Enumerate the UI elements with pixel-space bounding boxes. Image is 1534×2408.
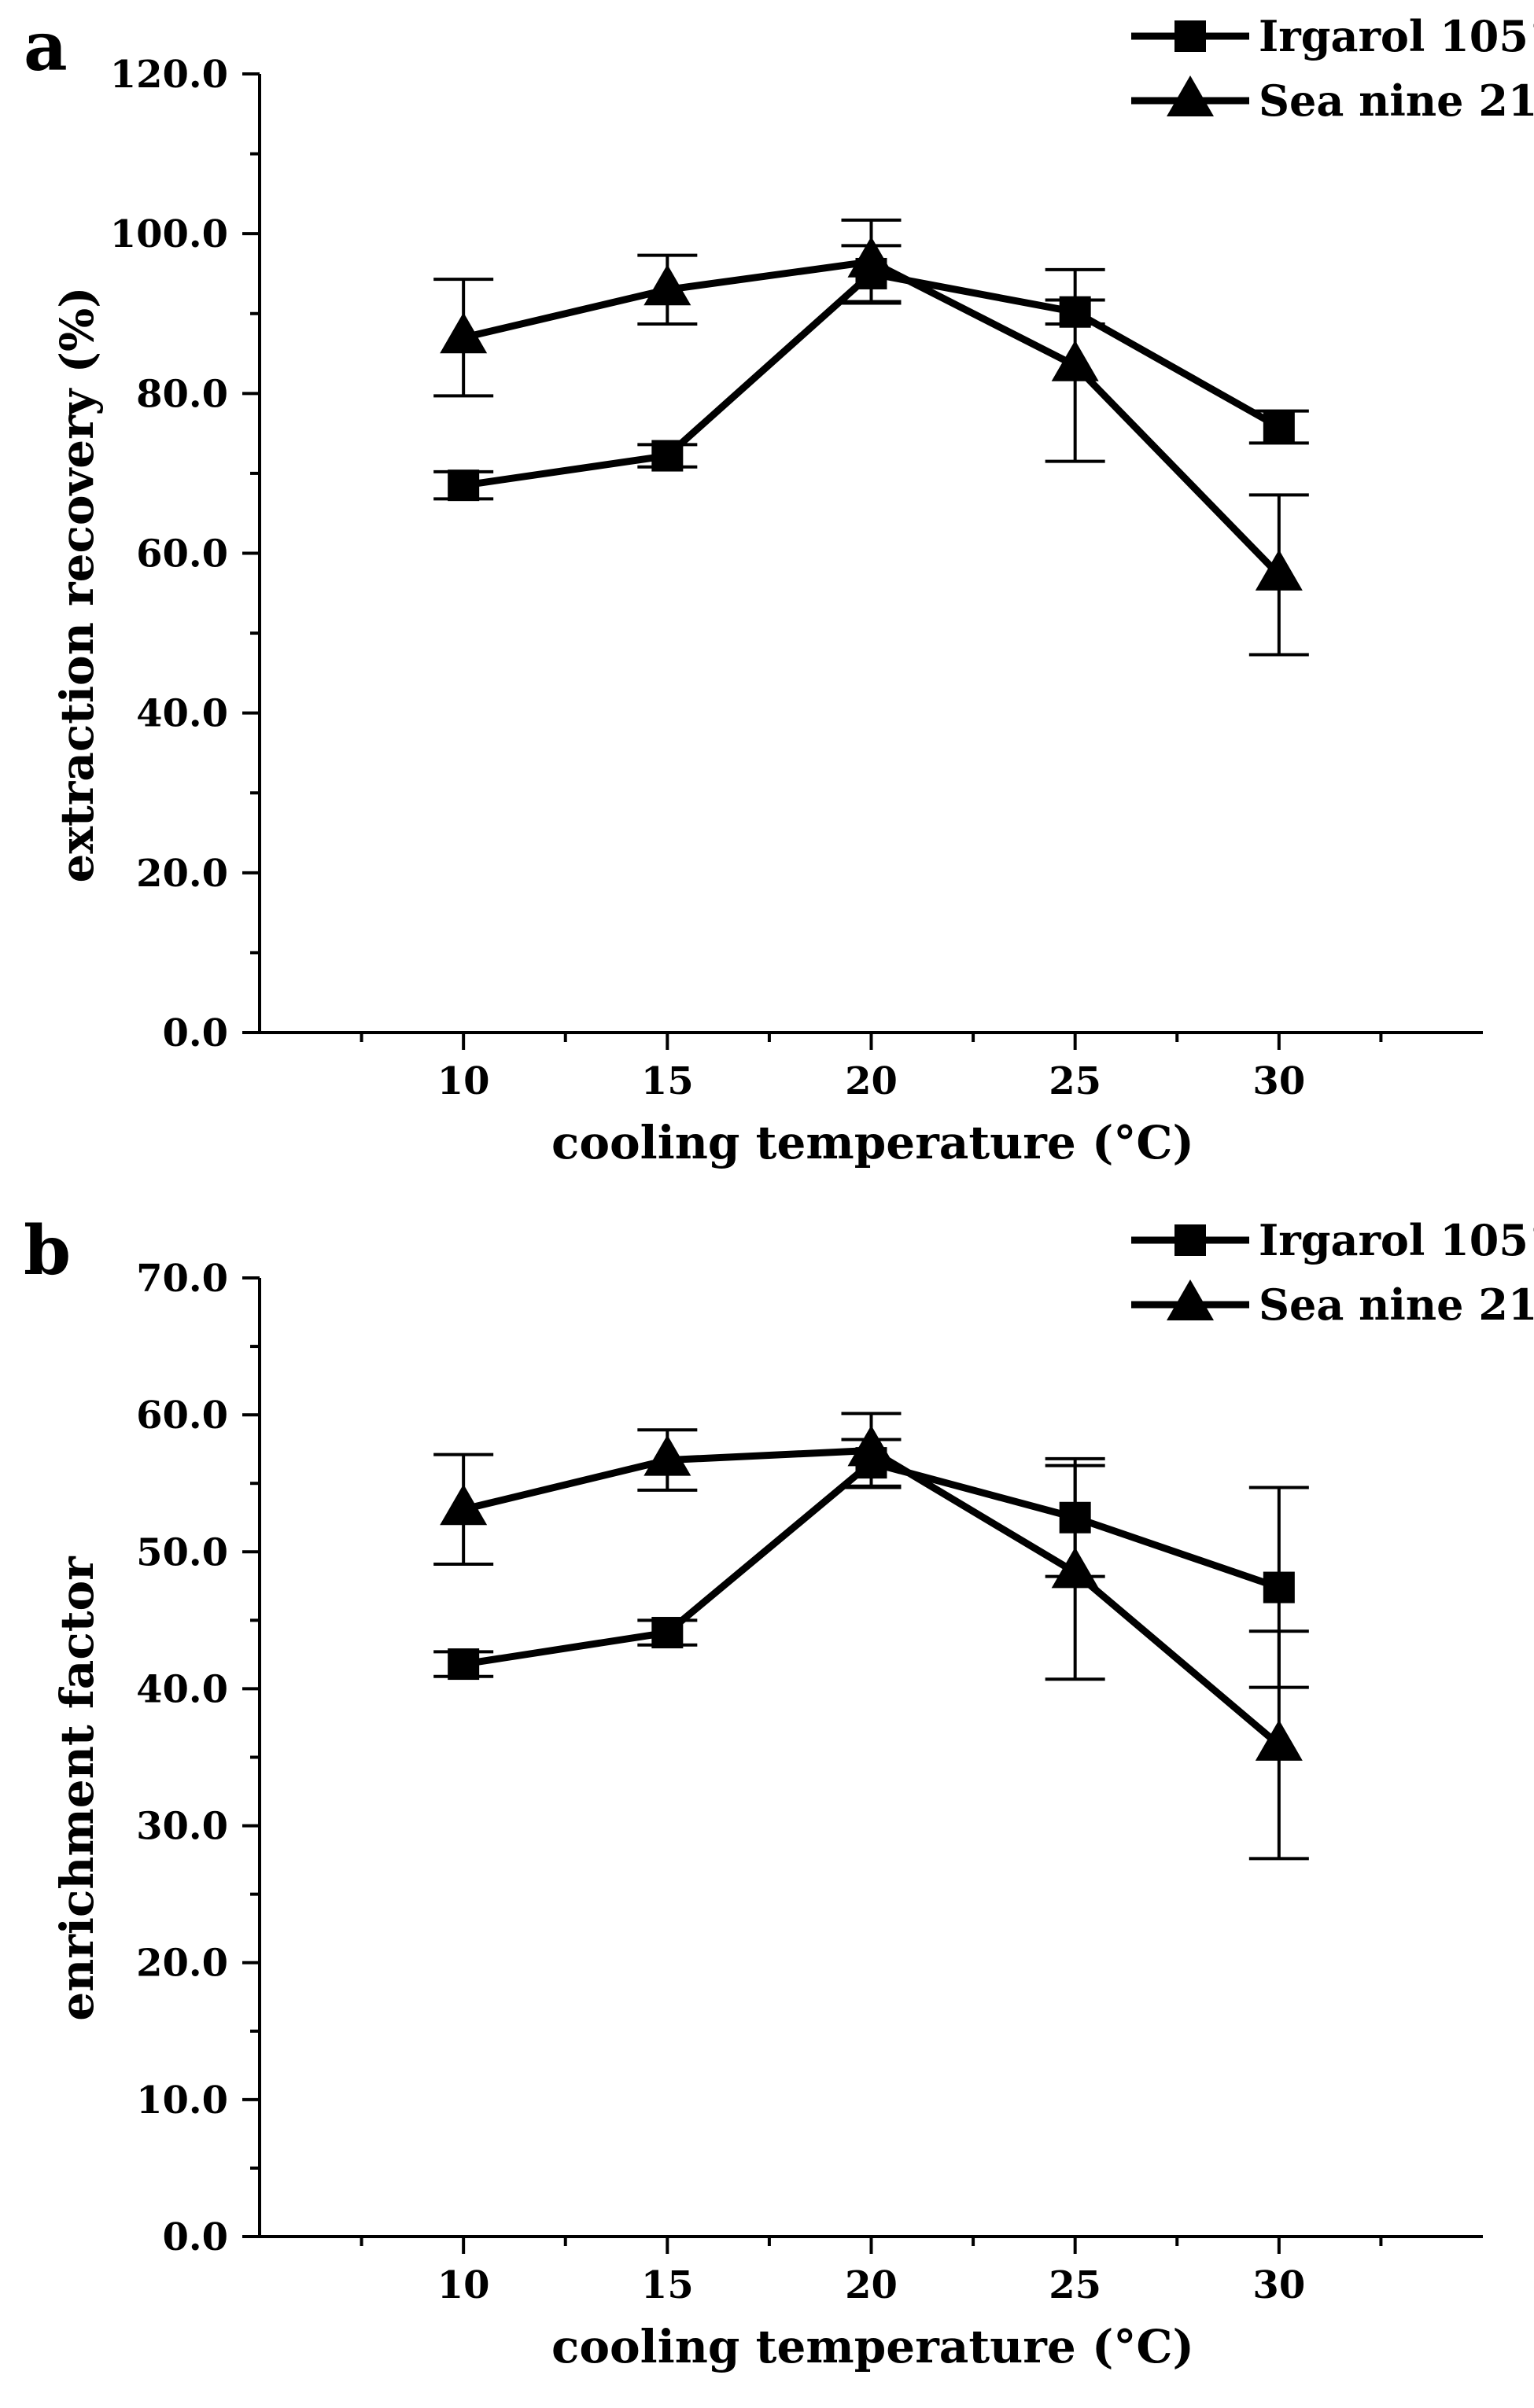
y-tick-label: 60.0 xyxy=(136,1394,228,1438)
legend-marker xyxy=(1174,20,1206,52)
legend-label: Irgarol 1051 xyxy=(1259,11,1534,61)
data-point xyxy=(651,1617,684,1649)
x-axis-title: cooling temperature (°C) xyxy=(551,2320,1194,2373)
y-tick-label: 0.0 xyxy=(162,2215,228,2259)
data-point xyxy=(847,236,895,278)
x-tick-label: 10 xyxy=(437,1059,490,1103)
data-point xyxy=(440,312,488,354)
x-tick-label: 25 xyxy=(1049,1059,1101,1103)
legend-entry: Irgarol 1051 xyxy=(1131,1215,1534,1265)
legend-label: Irgarol 1051 xyxy=(1259,1215,1534,1265)
y-tick-label: 70.0 xyxy=(136,1257,228,1301)
y-tick-label: 10.0 xyxy=(136,2078,228,2123)
y-tick-label: 100.0 xyxy=(110,212,228,256)
data-point xyxy=(847,1425,895,1467)
data-point xyxy=(1051,340,1099,381)
x-axis-title: cooling temperature (°C) xyxy=(551,1116,1194,1169)
data-point xyxy=(1255,549,1303,591)
data-point xyxy=(1263,411,1295,443)
y-tick-label: 20.0 xyxy=(136,852,228,896)
y-axis-title: extraction recovery (%) xyxy=(50,286,104,882)
x-tick-label: 30 xyxy=(1252,2263,1305,2307)
data-point xyxy=(440,1484,488,1526)
series-line xyxy=(463,1459,1281,1668)
data-point xyxy=(1255,1719,1303,1761)
x-tick-label: 10 xyxy=(437,2263,490,2307)
data-point xyxy=(448,1648,480,1681)
panel-label: a xyxy=(24,7,68,87)
y-tick-label: 60.0 xyxy=(136,532,228,576)
data-point xyxy=(643,264,691,306)
series-sea-nine-211 xyxy=(433,1412,1309,1861)
series-sea-nine-211 xyxy=(433,218,1309,657)
y-tick-label: 120.0 xyxy=(110,53,228,97)
legend-entry: Irgarol 1051 xyxy=(1131,11,1534,61)
y-tick-label: 0.0 xyxy=(162,1011,228,1055)
panel-label: b xyxy=(24,1211,71,1291)
x-tick-label: 15 xyxy=(641,1059,694,1103)
y-tick-label: 30.0 xyxy=(136,1805,228,1849)
data-point xyxy=(1051,1547,1099,1589)
series-line xyxy=(463,1446,1281,1748)
data-point xyxy=(651,440,684,472)
x-tick-label: 25 xyxy=(1049,2263,1101,2307)
legend-marker xyxy=(1167,75,1214,116)
y-tick-label: 80.0 xyxy=(136,372,228,416)
x-tick-label: 30 xyxy=(1252,1059,1305,1103)
chart-panel-b: 0.0 10.0 20.0 30.0 40.0 50.0 60.0 70.0 10 15 20 25 3… xyxy=(24,1211,1534,2373)
data-point xyxy=(1263,1571,1295,1603)
y-axis-title: enrichment factor xyxy=(50,1556,104,2021)
legend-entry: Sea nine 211 xyxy=(1131,1279,1534,1330)
y-tick-label: 40.0 xyxy=(136,1667,228,1711)
legend-marker xyxy=(1167,1279,1214,1320)
y-tick-label: 40.0 xyxy=(136,692,228,736)
legend-label: Sea nine 211 xyxy=(1259,75,1534,126)
x-tick-label: 15 xyxy=(641,2263,694,2307)
y-tick-label: 50.0 xyxy=(136,1530,228,1574)
data-point xyxy=(448,469,480,502)
x-tick-label: 20 xyxy=(845,2263,898,2307)
x-tick-label: 20 xyxy=(845,1059,898,1103)
series-line xyxy=(463,258,1282,578)
legend-entry: Sea nine 211 xyxy=(1131,75,1534,126)
data-point xyxy=(643,1434,691,1476)
chart-panel-a: 0.0 20.0 40.0 60.0 80.0 100.0 120.0 10 15 20 25 30 c… xyxy=(24,7,1534,1169)
y-tick-label: 20.0 xyxy=(136,1942,228,1986)
legend-marker xyxy=(1174,1224,1206,1256)
legend-label: Sea nine 211 xyxy=(1259,1279,1534,1330)
